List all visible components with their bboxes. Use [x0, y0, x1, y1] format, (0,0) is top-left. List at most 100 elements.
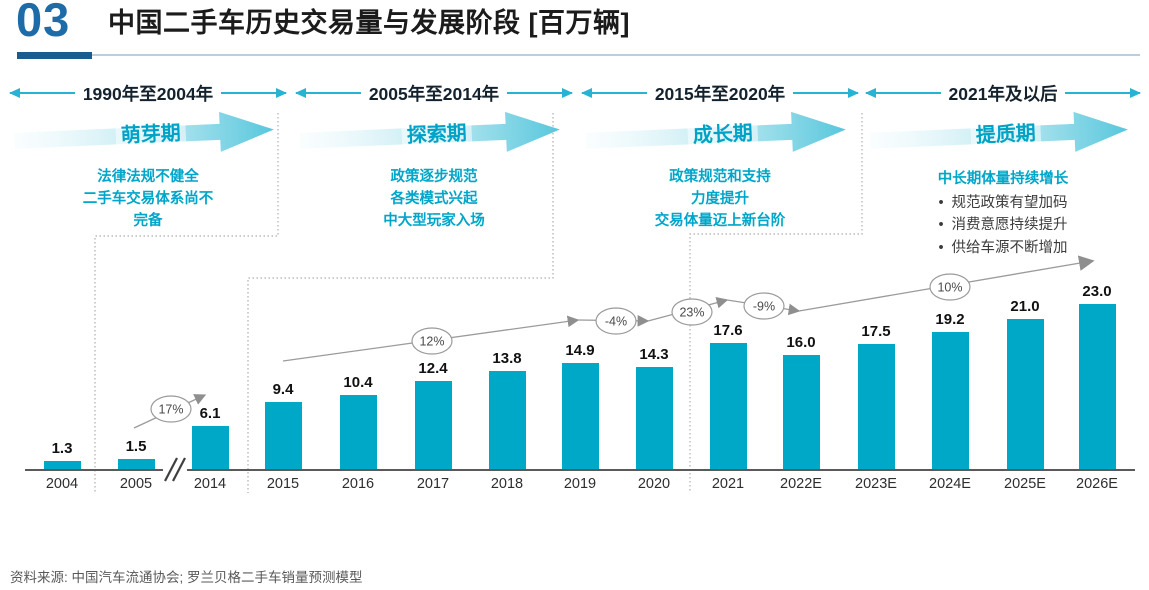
stage-name: 探索期 — [401, 121, 473, 149]
bar-2026E — [1078, 304, 1116, 470]
bar-2017 — [414, 381, 452, 470]
growth-label: -9% — [753, 300, 775, 314]
growth-oval — [743, 292, 785, 320]
description-line: 二手车交易体系尚不 — [82, 190, 214, 207]
title-underline — [17, 52, 92, 59]
bar-2019 — [561, 363, 599, 470]
x-axis-tick-label: 2022E — [780, 476, 822, 492]
period-label: 2015年至2020年 — [654, 83, 786, 104]
period-arrow-right-icon — [507, 88, 573, 98]
x-axis-tick-label: 2026E — [1076, 476, 1118, 492]
bar-value-label: 14.3 — [639, 346, 669, 363]
bar-2024E — [931, 332, 969, 470]
growth-oval — [595, 307, 637, 335]
stage-column-2: 2005年至2014年 探索期 政策逐步规范 各类模式兴起 中大型玩家入场 — [295, 80, 573, 232]
bullet-item: • 规范政策有望加码 — [938, 192, 1067, 214]
description-line: 中大型玩家入场 — [383, 212, 485, 229]
bar-value-label: 23.0 — [1082, 283, 1112, 300]
x-axis-tick-label: 2004 — [45, 476, 79, 492]
description-line: 交易体量迈上新台阶 — [654, 212, 786, 229]
growth-label: -4% — [605, 315, 627, 329]
page-title: 中国二手车历史交易量与发展阶段 [百万辆] — [108, 8, 630, 38]
bar-2004 — [43, 461, 81, 470]
growth-label: 10% — [937, 281, 962, 295]
description-line: 政策逐步规范 — [390, 169, 478, 185]
growth-oval — [411, 327, 453, 355]
description-line: 各类模式兴起 — [390, 190, 478, 207]
x-axis-tick-label: 2016 — [341, 476, 375, 492]
bar-value-label: 12.4 — [418, 360, 448, 377]
bullet-text: 供给车源不断增加 — [951, 239, 1068, 256]
period-label: 2005年至2014年 — [368, 83, 500, 104]
bar-2005 — [117, 459, 155, 470]
source-note: 资料来源: 中国汽车流通协会; 罗兰贝格二手车销量预测模型 — [10, 570, 363, 585]
bar-value-label: 21.0 — [1010, 298, 1040, 315]
bar-2016 — [339, 395, 377, 470]
trend-arrow-segment — [647, 297, 729, 322]
bar-2014 — [191, 426, 229, 470]
period-arrow-right-icon — [1065, 88, 1141, 98]
section-number: 03 — [16, 0, 71, 46]
bar-value-label: 17.5 — [861, 323, 891, 340]
bar-value-label: 13.8 — [492, 350, 522, 367]
x-axis-tick-label: 2024E — [929, 476, 971, 492]
x-axis-tick-label: 2017 — [416, 476, 450, 492]
stage-description: 中长期体量持续增长 • 规范政策有望加码 • 消费意愿持续提升 • 供给车源不断… — [866, 167, 1140, 259]
period-arrow-left-icon — [295, 88, 361, 98]
period-arrow-left-icon — [865, 88, 941, 98]
period-label-row: 1990年至2004年 — [9, 80, 287, 106]
stage-description: 政策规范和支持 力度提升 交易体量迈上新台阶 — [582, 167, 858, 232]
bar-2022E — [782, 355, 820, 470]
trend-arrow-segment — [726, 299, 801, 316]
bar-2023E — [857, 344, 895, 470]
description-heading: 中长期体量持续增长 — [937, 171, 1069, 187]
bar-value-label: 16.0 — [786, 334, 816, 351]
x-axis-tick-label: 2023E — [855, 476, 897, 492]
period-arrow-left-icon — [9, 88, 75, 98]
period-arrow-right-icon — [221, 88, 287, 98]
bar-2015 — [264, 402, 302, 470]
bar-2018 — [488, 371, 526, 470]
description-line: 力度提升 — [691, 190, 749, 207]
x-axis-tick-label: 2018 — [490, 476, 524, 492]
stage-description: 法律法规不健全 二手车交易体系尚不 完备 — [10, 167, 286, 232]
period-label: 1990年至2004年 — [82, 83, 214, 104]
description-line: 政策规范和支持 — [669, 169, 771, 185]
x-axis-tick-label: 2014 — [193, 476, 227, 492]
growth-label: 12% — [419, 335, 444, 349]
bar-value-label: 1.5 — [125, 438, 147, 455]
growth-oval — [929, 273, 971, 301]
period-label-row: 2015年至2020年 — [581, 80, 859, 106]
stage-column-3: 2015年至2020年 成长期 政策规范和支持 力度提升 交易体量迈上新台阶 — [581, 80, 859, 232]
description-line: 完备 — [133, 212, 163, 229]
stage-name: 萌芽期 — [115, 121, 187, 149]
bar-2025E — [1006, 319, 1044, 470]
x-axis-tick-label: 2025E — [1004, 476, 1046, 492]
x-axis-tick-label: 2015 — [266, 476, 300, 492]
bullet-dot: • — [938, 195, 944, 211]
growth-label: 23% — [679, 306, 704, 320]
bullet-item: • 供给车源不断增加 — [938, 237, 1067, 259]
period-label-row: 2005年至2014年 — [295, 80, 573, 106]
bar-value-label: 6.1 — [199, 405, 221, 422]
bar-value-label: 19.2 — [935, 311, 965, 328]
stage-banner: 成长期 — [581, 106, 859, 164]
stage-name: 提质期 — [970, 121, 1042, 149]
bullet-text: 规范政策有望加码 — [951, 195, 1068, 211]
bar-value-label: 9.4 — [272, 381, 294, 398]
description-line: 法律法规不健全 — [97, 169, 199, 185]
stage-name: 成长期 — [687, 121, 759, 149]
stage-banner: 萌芽期 — [9, 106, 287, 164]
header-rule — [92, 54, 1140, 56]
bar-value-label: 14.9 — [565, 342, 595, 359]
period-label: 2021年及以后 — [948, 83, 1058, 104]
bar-2020 — [635, 367, 673, 470]
bullet-text: 消费意愿持续提升 — [951, 217, 1068, 234]
period-label-row: 2021年及以后 — [865, 80, 1141, 106]
stage-banner: 探索期 — [295, 106, 573, 164]
bar-value-label: 17.6 — [713, 322, 743, 339]
bullet-dot: • — [938, 217, 944, 234]
stage-column-4: 2021年及以后 提质期 中长期体量持续增长 • 规范政策有望加码 • 消费意愿… — [865, 80, 1141, 259]
stage-description: 政策逐步规范 各类模式兴起 中大型玩家入场 — [296, 167, 572, 232]
